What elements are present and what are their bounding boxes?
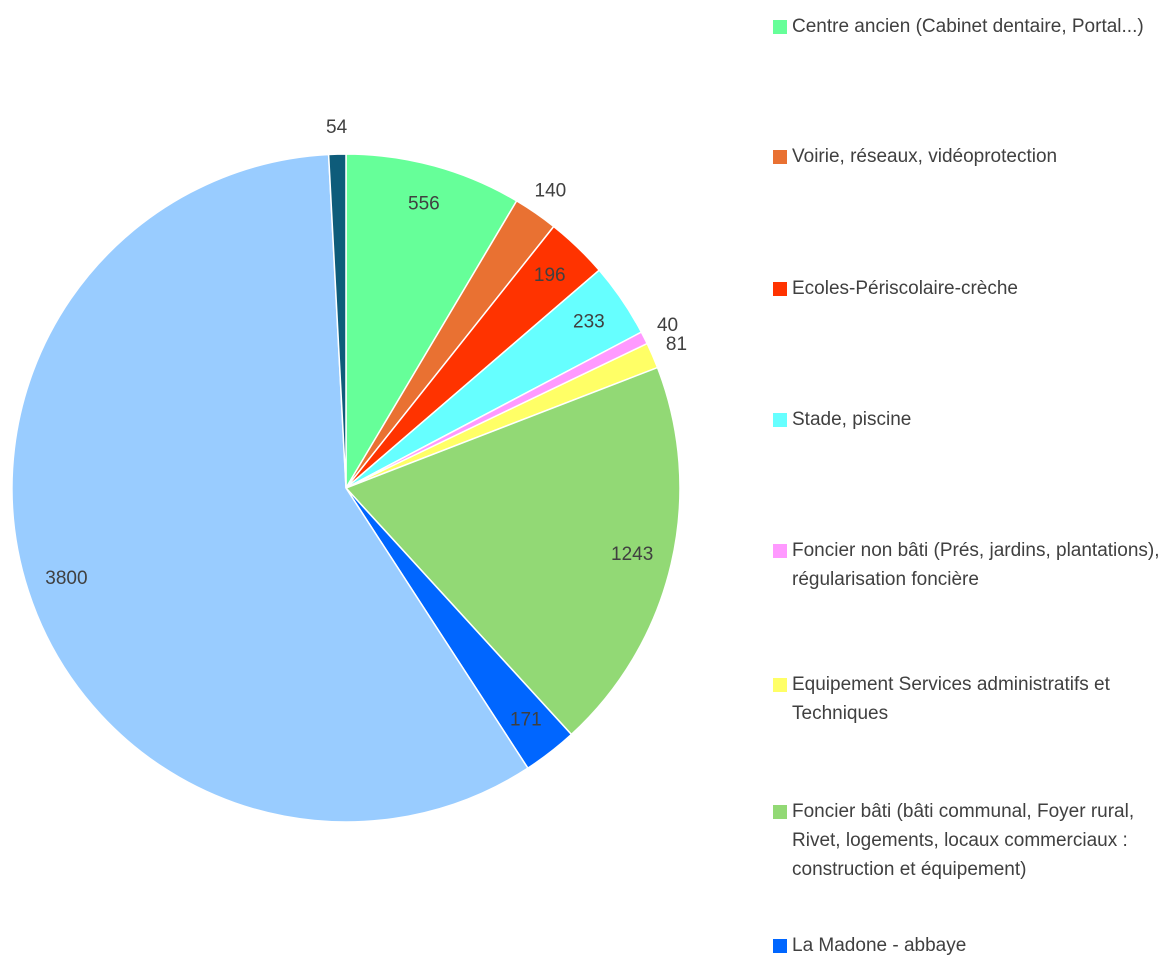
legend-entry: Foncier non bâti (Prés, jardins, plantat… xyxy=(773,536,1163,594)
legend-label: Ecoles-Périscolaire-crèche xyxy=(792,278,1018,299)
legend-swatch xyxy=(773,282,787,296)
legend-label: Foncier bâti (bâti communal, Foyer rural… xyxy=(792,801,1135,880)
legend-swatch xyxy=(773,805,787,819)
data-label: 3800 xyxy=(45,568,87,589)
pie-slice xyxy=(345,153,518,491)
legend-swatch xyxy=(773,150,787,164)
pie-slice xyxy=(11,153,529,823)
data-label: 140 xyxy=(535,181,567,202)
legend-entry: Ecoles-Périscolaire-crèche xyxy=(773,274,1163,303)
data-label: 1243 xyxy=(611,544,653,565)
legend-entry: Equipement Services administratifs et Te… xyxy=(773,670,1163,728)
data-label: 196 xyxy=(534,265,566,286)
legend-label: Voirie, réseaux, vidéoprotection xyxy=(792,146,1058,167)
legend-entry: Foncier bâti (bâti communal, Foyer rural… xyxy=(773,797,1163,884)
legend-swatch xyxy=(773,413,787,427)
legend-label: La Madone - abbaye xyxy=(792,935,967,956)
legend-swatch xyxy=(773,678,787,692)
legend-entry: Voirie, réseaux, vidéoprotection xyxy=(773,142,1163,171)
data-label: 40 xyxy=(657,315,678,336)
legend-entry: Stade, piscine xyxy=(773,405,1163,434)
legend-label: Foncier non bâti (Prés, jardins, plantat… xyxy=(792,540,1160,590)
pie-slice xyxy=(327,153,347,489)
data-label: 556 xyxy=(408,194,440,215)
legend-swatch xyxy=(773,939,787,953)
legend-entry: La Madone - abbaye xyxy=(773,931,1163,960)
pie-slice xyxy=(344,366,681,736)
data-label: 171 xyxy=(510,710,542,731)
data-label: 233 xyxy=(573,312,605,333)
legend-swatch xyxy=(773,544,787,558)
legend-entry: Centre ancien (Cabinet dentaire, Portal.… xyxy=(773,12,1163,41)
legend-label: Stade, piscine xyxy=(792,409,912,430)
data-label: 54 xyxy=(326,117,348,138)
data-label: 81 xyxy=(666,334,687,355)
legend-label: Centre ancien (Cabinet dentaire, Portal.… xyxy=(792,16,1144,37)
legend-swatch xyxy=(773,20,787,34)
legend-label: Equipement Services administratifs et Te… xyxy=(792,674,1110,724)
